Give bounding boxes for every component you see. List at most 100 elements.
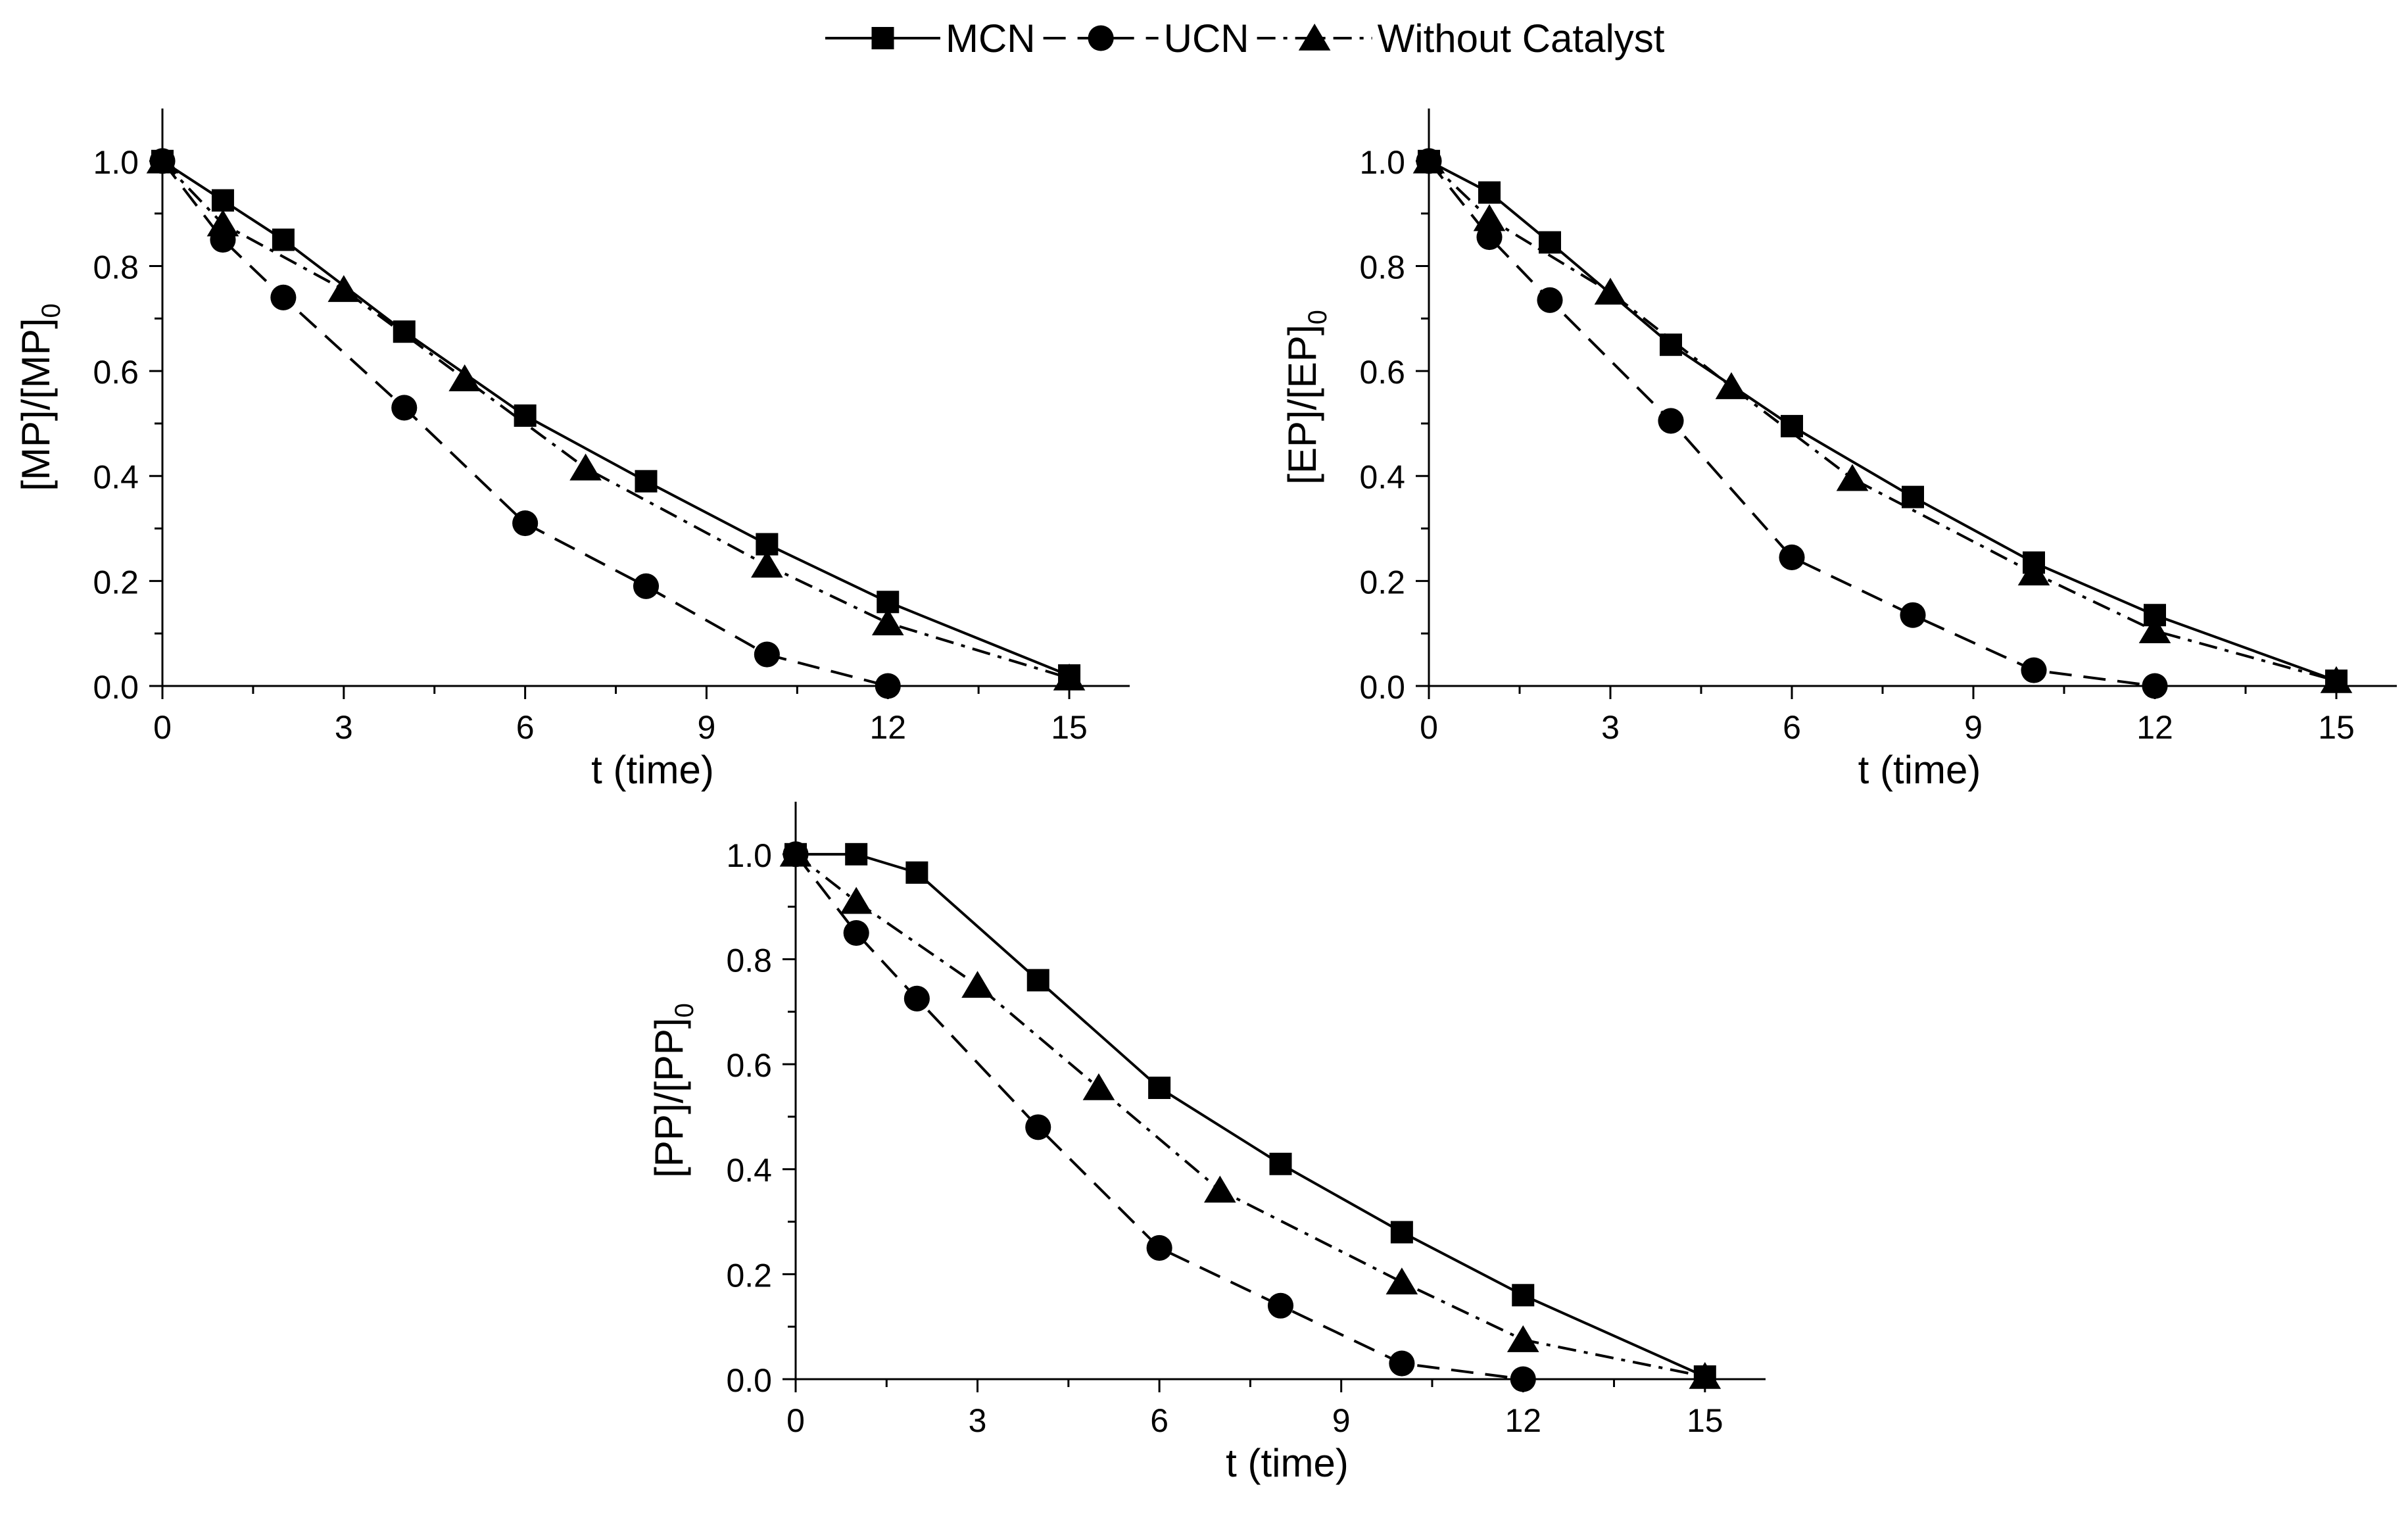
ep-ucn-point [1658,408,1684,434]
pp-x-axis-label: t (time) [1226,1441,1349,1485]
pp-mcn-line [796,852,1706,1378]
ep-ucn-point [1900,602,1926,628]
mp-y-tick-label: 1.0 [93,144,139,181]
ep-mcn-point [1478,181,1501,204]
legend-label: UCN [1164,16,1249,61]
pp-x-tick-label: 0 [786,1402,805,1439]
panels: 0.0 0.2 0.4 0.6 0.8 1.0 0 3 6 9 12 15 t (time) [MP]/[… [14,109,2397,1485]
ep-x-axis-label: t (time) [1858,748,1981,792]
ep-y-tick-label: 0.2 [1359,564,1405,600]
pp-y-tick-label: 0.0 [726,1362,772,1399]
legend-item-without-catalyst: Without Catalyst [1257,16,1665,61]
ep-x-tick-label: 3 [1601,709,1620,746]
mp-y-axis-label: [MP]/[MP]0 [14,303,66,491]
mp-y-tick-label: 0.0 [93,669,139,706]
ep-x-tick-label: 6 [1783,709,1801,746]
ep-x-tick-label: 12 [2136,709,2173,746]
ep-without-catalyst-point [1836,464,1869,491]
ep-y-tick-label: 0.8 [1359,249,1405,285]
ep-ucn-point [2142,673,2168,699]
ep-mcn-point [1781,414,1803,437]
pp-y-tick-label: 0.2 [726,1257,772,1294]
pp-y-tick-label: 0.6 [726,1047,772,1084]
mp-without-catalyst-point [327,275,360,303]
mp-x-tick-label: 9 [698,709,716,746]
mp-mcn-point [635,470,658,493]
mp-x-tick-label: 6 [516,709,535,746]
pp-ucn-point [1146,1234,1172,1261]
ep-without-catalyst-line [1428,160,2337,682]
ep-y-axis-label: [EP]/[EP]0 [1280,310,1332,485]
pp-y-tick-label: 1.0 [726,837,772,874]
pp-x-tick-label: 12 [1505,1402,1541,1439]
pp-without-catalyst-line [794,853,1706,1378]
ep-mcn-point [1539,231,1561,254]
ep-y-tick-label: 0.0 [1359,669,1405,706]
ep-y-tick-label: 1.0 [1359,144,1405,181]
pp-mcn-point [845,842,868,866]
mp-y-tick-label: 0.6 [93,354,139,391]
mp-ucn-point [391,395,418,421]
ep-ucn-line [1428,160,2155,687]
mp-y-tick-label: 0.2 [93,564,139,600]
pp-x-tick-label: 9 [1332,1402,1351,1439]
mp-series-mcn [151,149,1081,687]
chart-panel-pp: 0.0 0.2 0.4 0.6 0.8 1.0 0 3 6 9 12 15 t (time) [PP]/[… [647,802,1766,1485]
mp-ucn-point [270,284,297,310]
legend-marker [1088,25,1114,51]
pp-series-ucn [783,841,1536,1392]
pp-ucn-line [794,853,1524,1380]
pp-without-catalyst-point [961,971,994,998]
ep-x-tick-label: 0 [1420,709,1438,746]
mp-without-catalyst-point [206,209,239,237]
ep-ucn-point [2021,657,2047,683]
chart-panel-mp: 0.0 0.2 0.4 0.6 0.8 1.0 0 3 6 9 12 15 t (time) [MP]/[… [14,109,1130,792]
pp-mcn-point [1148,1077,1171,1100]
mp-mcn-point [514,404,537,427]
ep-ucn-point [1537,287,1563,313]
pp-without-catalyst-point [1506,1325,1539,1352]
ep-mcn-line [1428,160,2337,682]
ep-y-tick-label: 0.6 [1359,354,1405,391]
ep-series-without-catalyst [1412,146,2353,693]
mp-ucn-point [512,510,539,537]
mp-x-tick-label: 12 [869,709,906,746]
legend: MCN UCN Without Catalyst [825,16,1665,61]
ep-x-tick-label: 9 [1964,709,1983,746]
legend-item-mcn: MCN [825,16,1036,61]
ep-without-catalyst-point [1594,278,1627,305]
pp-without-catalyst-point [1385,1267,1418,1295]
pp-ucn-point [903,985,930,1012]
mp-x-tick-label: 3 [335,709,353,746]
legend-marker [871,27,894,49]
pp-y-tick-label: 0.8 [726,942,772,979]
mp-ucn-point [633,573,660,599]
ep-without-catalyst-point [1715,372,1748,399]
pp-ucn-point [843,919,869,946]
chart-panel-ep: 0.0 0.2 0.4 0.6 0.8 1.0 0 3 6 9 12 15 t (time) [EP]/[… [1280,109,2397,792]
legend-label: Without Catalyst [1378,16,1665,61]
mp-mcn-point [272,228,295,251]
pp-ucn-point [1510,1366,1536,1392]
ep-without-catalyst-point [2320,666,2353,693]
mp-without-catalyst-line [161,160,1070,679]
mp-ucn-line [161,160,888,687]
pp-x-tick-label: 15 [1687,1402,1723,1439]
pp-y-tick-label: 0.4 [726,1152,772,1189]
mp-without-catalyst-point [569,453,602,481]
ep-x-tick-label: 15 [2318,709,2355,746]
ep-without-catalyst-point [1412,146,1445,174]
mp-y-tick-label: 0.4 [93,459,139,496]
pp-mcn-point [1390,1221,1413,1244]
ep-without-catalyst-point [1473,204,1506,232]
ep-without-catalyst-point [2138,616,2171,643]
mp-without-catalyst-point [751,550,783,578]
mp-x-tick-label: 15 [1051,709,1088,746]
mp-mcn-point [211,189,234,212]
pp-y-axis-label: [PP]/[PP]0 [647,1003,699,1178]
ep-without-catalyst-point [2017,558,2050,586]
mp-x-axis-label: t (time) [591,748,714,792]
pp-without-catalyst-point [779,839,812,867]
mp-x-tick-label: 0 [153,709,172,746]
pp-without-catalyst-point [1082,1073,1115,1100]
